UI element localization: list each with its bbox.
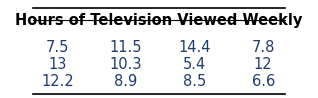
Text: 12: 12 bbox=[254, 57, 273, 72]
Text: 14.4: 14.4 bbox=[178, 40, 211, 55]
Text: 13: 13 bbox=[48, 57, 67, 72]
Text: 8.9: 8.9 bbox=[114, 74, 138, 89]
Text: 8.5: 8.5 bbox=[183, 74, 206, 89]
Text: 12.2: 12.2 bbox=[41, 74, 74, 89]
Text: 10.3: 10.3 bbox=[110, 57, 142, 72]
Text: 11.5: 11.5 bbox=[110, 40, 142, 55]
Text: 7.8: 7.8 bbox=[252, 40, 275, 55]
Text: 7.5: 7.5 bbox=[46, 40, 69, 55]
Text: Hours of Television Viewed Weekly: Hours of Television Viewed Weekly bbox=[15, 13, 303, 28]
Text: 5.4: 5.4 bbox=[183, 57, 206, 72]
Text: 6.6: 6.6 bbox=[252, 74, 275, 89]
